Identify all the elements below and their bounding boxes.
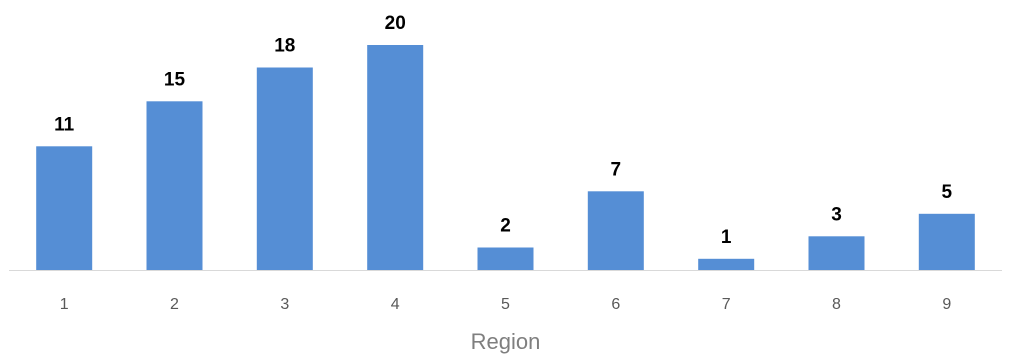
- bar-region-2: [146, 101, 203, 271]
- bar-region-1: [36, 146, 93, 271]
- data-label-region-8: 3: [831, 204, 842, 225]
- x-tick-label-6: 6: [611, 296, 620, 313]
- x-tick-label-3: 3: [280, 296, 289, 313]
- x-tick-label-5: 5: [501, 296, 510, 313]
- bar-region-8: [808, 236, 865, 271]
- data-label-region-6: 7: [611, 159, 622, 180]
- bar-region-6: [587, 191, 644, 271]
- data-label-region-7: 1: [721, 227, 732, 248]
- bar-region-7: [698, 258, 755, 271]
- x-tick-label-7: 7: [722, 296, 731, 313]
- x-axis-title: Region: [471, 329, 541, 354]
- data-label-region-4: 20: [385, 13, 406, 34]
- x-tick-label-8: 8: [832, 296, 841, 313]
- x-tick-label-4: 4: [391, 296, 400, 313]
- bars-group: [36, 45, 975, 271]
- x-tick-label-9: 9: [942, 296, 951, 313]
- x-tick-labels-group: 1 2 3 4 5 6 7 8 9: [60, 296, 952, 313]
- x-tick-label-1: 1: [60, 296, 69, 313]
- data-label-region-2: 15: [164, 69, 186, 90]
- bar-region-9: [918, 213, 975, 271]
- data-label-region-9: 5: [942, 182, 953, 203]
- bar-region-5: [477, 247, 534, 270]
- bar-region-4: [367, 45, 424, 270]
- data-label-region-1: 11: [54, 114, 75, 135]
- bar-region-3: [256, 67, 313, 270]
- x-tick-label-2: 2: [170, 296, 179, 313]
- data-label-region-3: 18: [274, 36, 295, 57]
- data-label-region-5: 2: [500, 216, 511, 237]
- data-labels-group: 11 15 18 20 2 7 1 3 5: [54, 13, 952, 248]
